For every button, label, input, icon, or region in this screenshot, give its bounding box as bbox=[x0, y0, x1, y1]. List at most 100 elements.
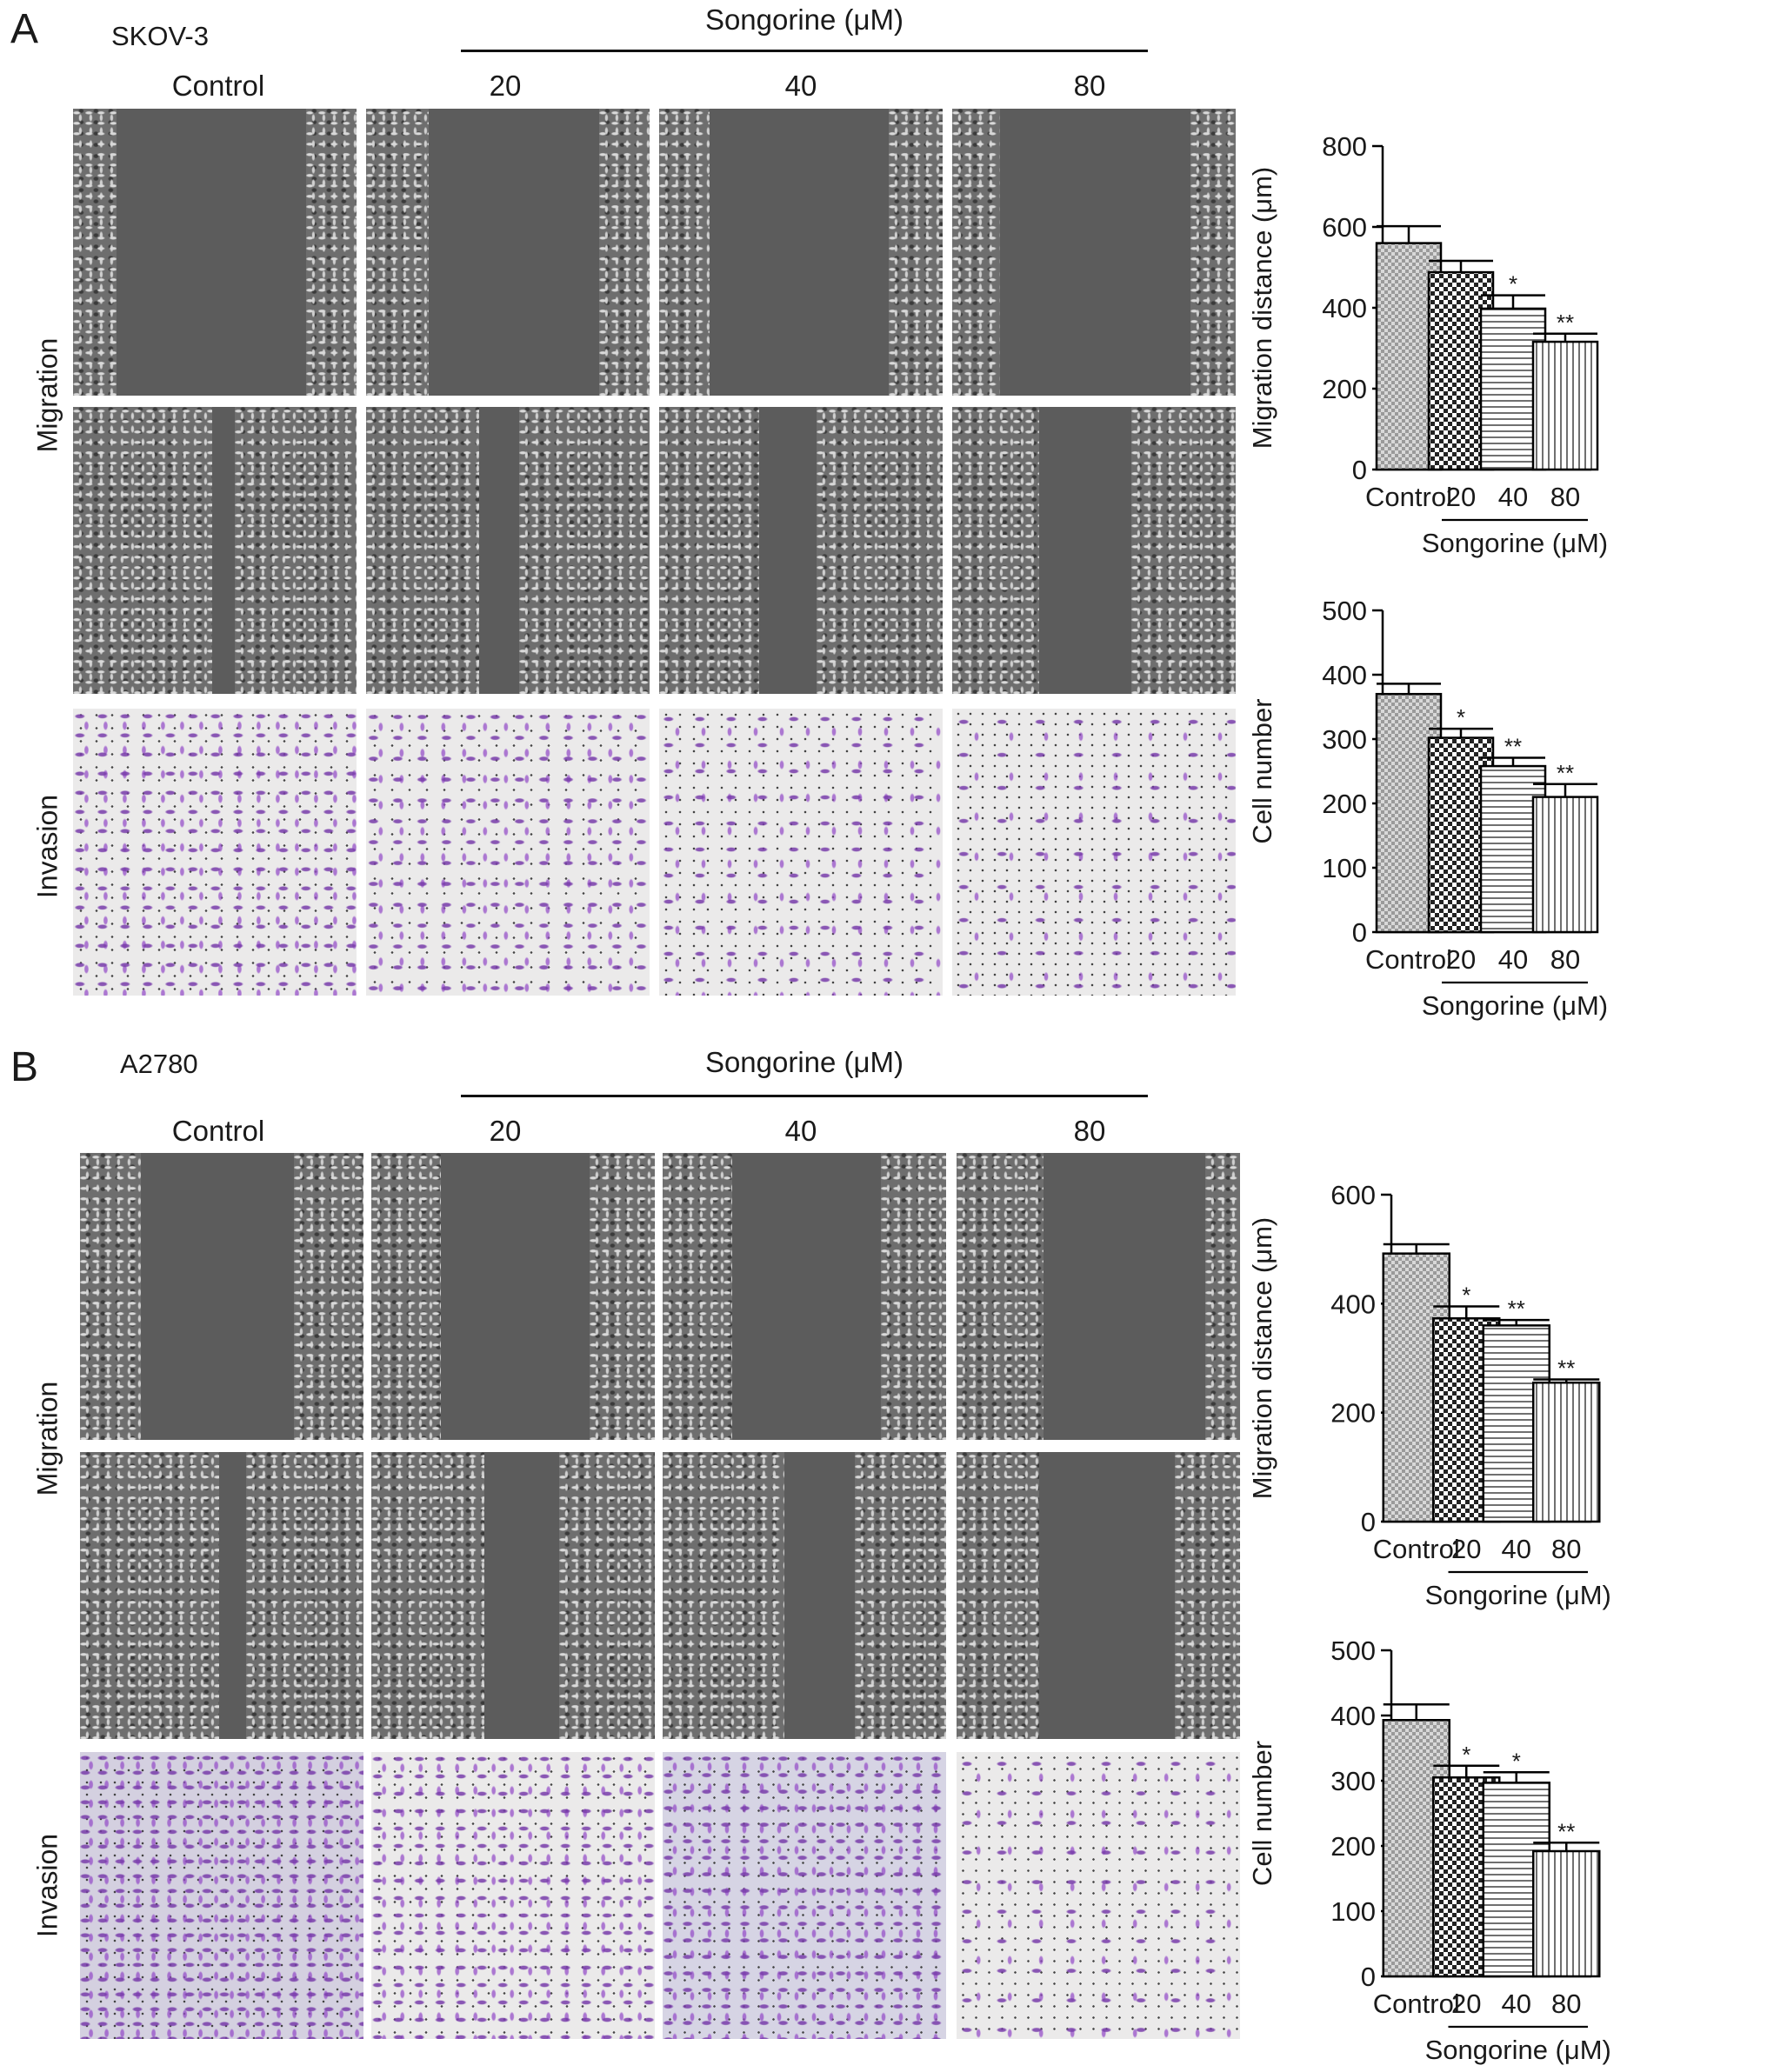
x-tick-label: Control bbox=[1365, 482, 1452, 512]
significance-marker: * bbox=[1457, 704, 1465, 730]
y-tick-label: 400 bbox=[1330, 1289, 1376, 1319]
column-header-control-b: Control bbox=[171, 1115, 265, 1147]
group-label: Songorine (μM) bbox=[1422, 528, 1608, 558]
treatment-rule-b bbox=[461, 1095, 1148, 1097]
y-tick-label: 800 bbox=[1322, 131, 1367, 162]
bar-80 bbox=[1532, 1381, 1601, 1523]
x-tick-label: 80 bbox=[1551, 1989, 1581, 2019]
significance-marker: ** bbox=[1504, 733, 1522, 759]
micrograph-invasion-80-a bbox=[952, 709, 1236, 996]
micrograph-invasion-40-a bbox=[659, 709, 943, 996]
micrograph-migration-late-control-a bbox=[73, 407, 357, 694]
bar-80 bbox=[1532, 1849, 1601, 1978]
micrograph-invasion-20-a bbox=[366, 709, 650, 996]
column-header-80-a: 80 bbox=[1073, 70, 1106, 102]
bar-80 bbox=[1531, 796, 1599, 934]
significance-marker: ** bbox=[1557, 1818, 1575, 1844]
bar-80 bbox=[1531, 340, 1599, 471]
treatment-rule-a bbox=[461, 50, 1148, 52]
y-tick-label: 100 bbox=[1322, 853, 1367, 883]
y-tick-label: 0 bbox=[1361, 1962, 1376, 1992]
micrograph-migration-0h-40-a bbox=[659, 109, 943, 396]
significance-marker: ** bbox=[1557, 310, 1574, 336]
y-tick-label: 400 bbox=[1322, 660, 1367, 690]
panel-letter-b: B bbox=[10, 1044, 39, 1090]
micrograph-migration-0h-20-a bbox=[366, 109, 650, 396]
bar-chart-a-invasion: 0 100 200 300 400 500 Cell number Control * 20 ** 4… bbox=[1247, 596, 1608, 1021]
bar-chart-b-invasion: 0 100 200 300 400 500 Cell number Control * 20 * 40… bbox=[1247, 1636, 1611, 2065]
column-header-control-a: Control bbox=[171, 70, 265, 102]
x-tick-label: 80 bbox=[1550, 482, 1580, 512]
row-label-invasion-a: Invasion bbox=[31, 794, 63, 899]
y-tick-label: 200 bbox=[1330, 1831, 1376, 1862]
column-header-40-b: 40 bbox=[784, 1115, 817, 1147]
y-tick-label: 500 bbox=[1322, 596, 1367, 626]
x-tick-label: 20 bbox=[1446, 944, 1476, 975]
micrograph-migration-late-20-a bbox=[366, 407, 650, 694]
micrograph-migration-0h-80-a bbox=[952, 109, 1236, 396]
x-tick-label: 40 bbox=[1498, 482, 1528, 512]
column-header-20-a: 20 bbox=[489, 70, 522, 102]
significance-marker: * bbox=[1512, 1748, 1521, 1774]
significance-marker: ** bbox=[1557, 760, 1574, 786]
y-axis-title: Cell number bbox=[1247, 698, 1277, 843]
micrograph-migration-late-40-a bbox=[659, 407, 943, 694]
micrograph-migration-0h-80-b bbox=[957, 1153, 1240, 1440]
row-label-invasion-b: Invasion bbox=[31, 1833, 63, 1938]
y-tick-label: 0 bbox=[1361, 1507, 1376, 1537]
micrograph-migration-late-40-b bbox=[663, 1452, 946, 1739]
row-label-migration-a: Migration bbox=[31, 337, 63, 453]
bar-chart-a-migration: 0 200 400 600 800 Migration distance (μm) Cont… bbox=[1247, 131, 1608, 558]
column-header-20-b: 20 bbox=[489, 1115, 522, 1147]
bar-chart-b-migration: 0 200 400 600 Migration distance (μm) Control… bbox=[1247, 1180, 1611, 1610]
y-tick-label: 400 bbox=[1330, 1701, 1376, 1731]
x-tick-label: 20 bbox=[1446, 482, 1476, 512]
x-tick-label: 20 bbox=[1451, 1989, 1481, 2019]
group-label: Songorine (μM) bbox=[1425, 1580, 1611, 1610]
y-tick-label: 300 bbox=[1322, 724, 1367, 755]
cell-line-label-b: A2780 bbox=[120, 1049, 198, 1079]
x-tick-label: 40 bbox=[1498, 944, 1528, 975]
column-header-40-a: 40 bbox=[784, 70, 817, 102]
column-header-80-b: 80 bbox=[1073, 1115, 1106, 1147]
micrograph-migration-0h-40-b bbox=[663, 1153, 946, 1440]
x-tick-label: 40 bbox=[1502, 1989, 1531, 2019]
micrograph-invasion-80-b bbox=[957, 1752, 1240, 2039]
y-axis-title: Cell number bbox=[1247, 1741, 1277, 1886]
y-tick-label: 600 bbox=[1330, 1180, 1376, 1210]
micrograph-migration-0h-control-a bbox=[73, 109, 357, 396]
row-label-migration-b: Migration bbox=[31, 1381, 63, 1496]
y-tick-label: 300 bbox=[1330, 1766, 1376, 1796]
significance-marker: * bbox=[1509, 271, 1517, 297]
significance-marker: ** bbox=[1557, 1355, 1575, 1381]
y-axis-title: Migration distance (μm) bbox=[1247, 1217, 1277, 1500]
y-tick-label: 200 bbox=[1322, 789, 1367, 819]
y-tick-label: 400 bbox=[1322, 293, 1367, 323]
y-tick-label: 500 bbox=[1330, 1636, 1376, 1666]
x-tick-label: 20 bbox=[1451, 1534, 1481, 1564]
significance-marker: * bbox=[1462, 1282, 1470, 1308]
treatment-title-b: Songorine (μM) bbox=[704, 1046, 904, 1078]
panel-letter-a: A bbox=[10, 6, 39, 52]
micrograph-invasion-40-b bbox=[663, 1752, 946, 2039]
group-label: Songorine (μM) bbox=[1425, 2035, 1611, 2065]
y-tick-label: 600 bbox=[1322, 212, 1367, 243]
x-tick-label: 80 bbox=[1551, 1534, 1581, 1564]
micrograph-migration-late-80-a bbox=[952, 407, 1236, 694]
micrograph-migration-late-control-b bbox=[80, 1452, 363, 1739]
micrograph-invasion-control-a bbox=[73, 709, 357, 996]
micrograph-invasion-20-b bbox=[371, 1752, 655, 2039]
y-tick-label: 0 bbox=[1352, 455, 1367, 485]
y-axis-title: Migration distance (μm) bbox=[1247, 167, 1277, 450]
y-tick-label: 0 bbox=[1352, 917, 1367, 948]
significance-marker: ** bbox=[1508, 1296, 1525, 1322]
y-tick-label: 100 bbox=[1330, 1896, 1376, 1927]
treatment-title-a: Songorine (μM) bbox=[704, 3, 904, 36]
micrograph-migration-late-20-b bbox=[371, 1452, 655, 1739]
y-tick-label: 200 bbox=[1330, 1398, 1376, 1429]
micrograph-migration-late-80-b bbox=[957, 1452, 1240, 1739]
x-tick-label: Control bbox=[1365, 944, 1452, 975]
x-tick-label: 40 bbox=[1502, 1534, 1531, 1564]
significance-marker: * bbox=[1462, 1742, 1470, 1768]
micrograph-invasion-control-b bbox=[80, 1752, 363, 2039]
